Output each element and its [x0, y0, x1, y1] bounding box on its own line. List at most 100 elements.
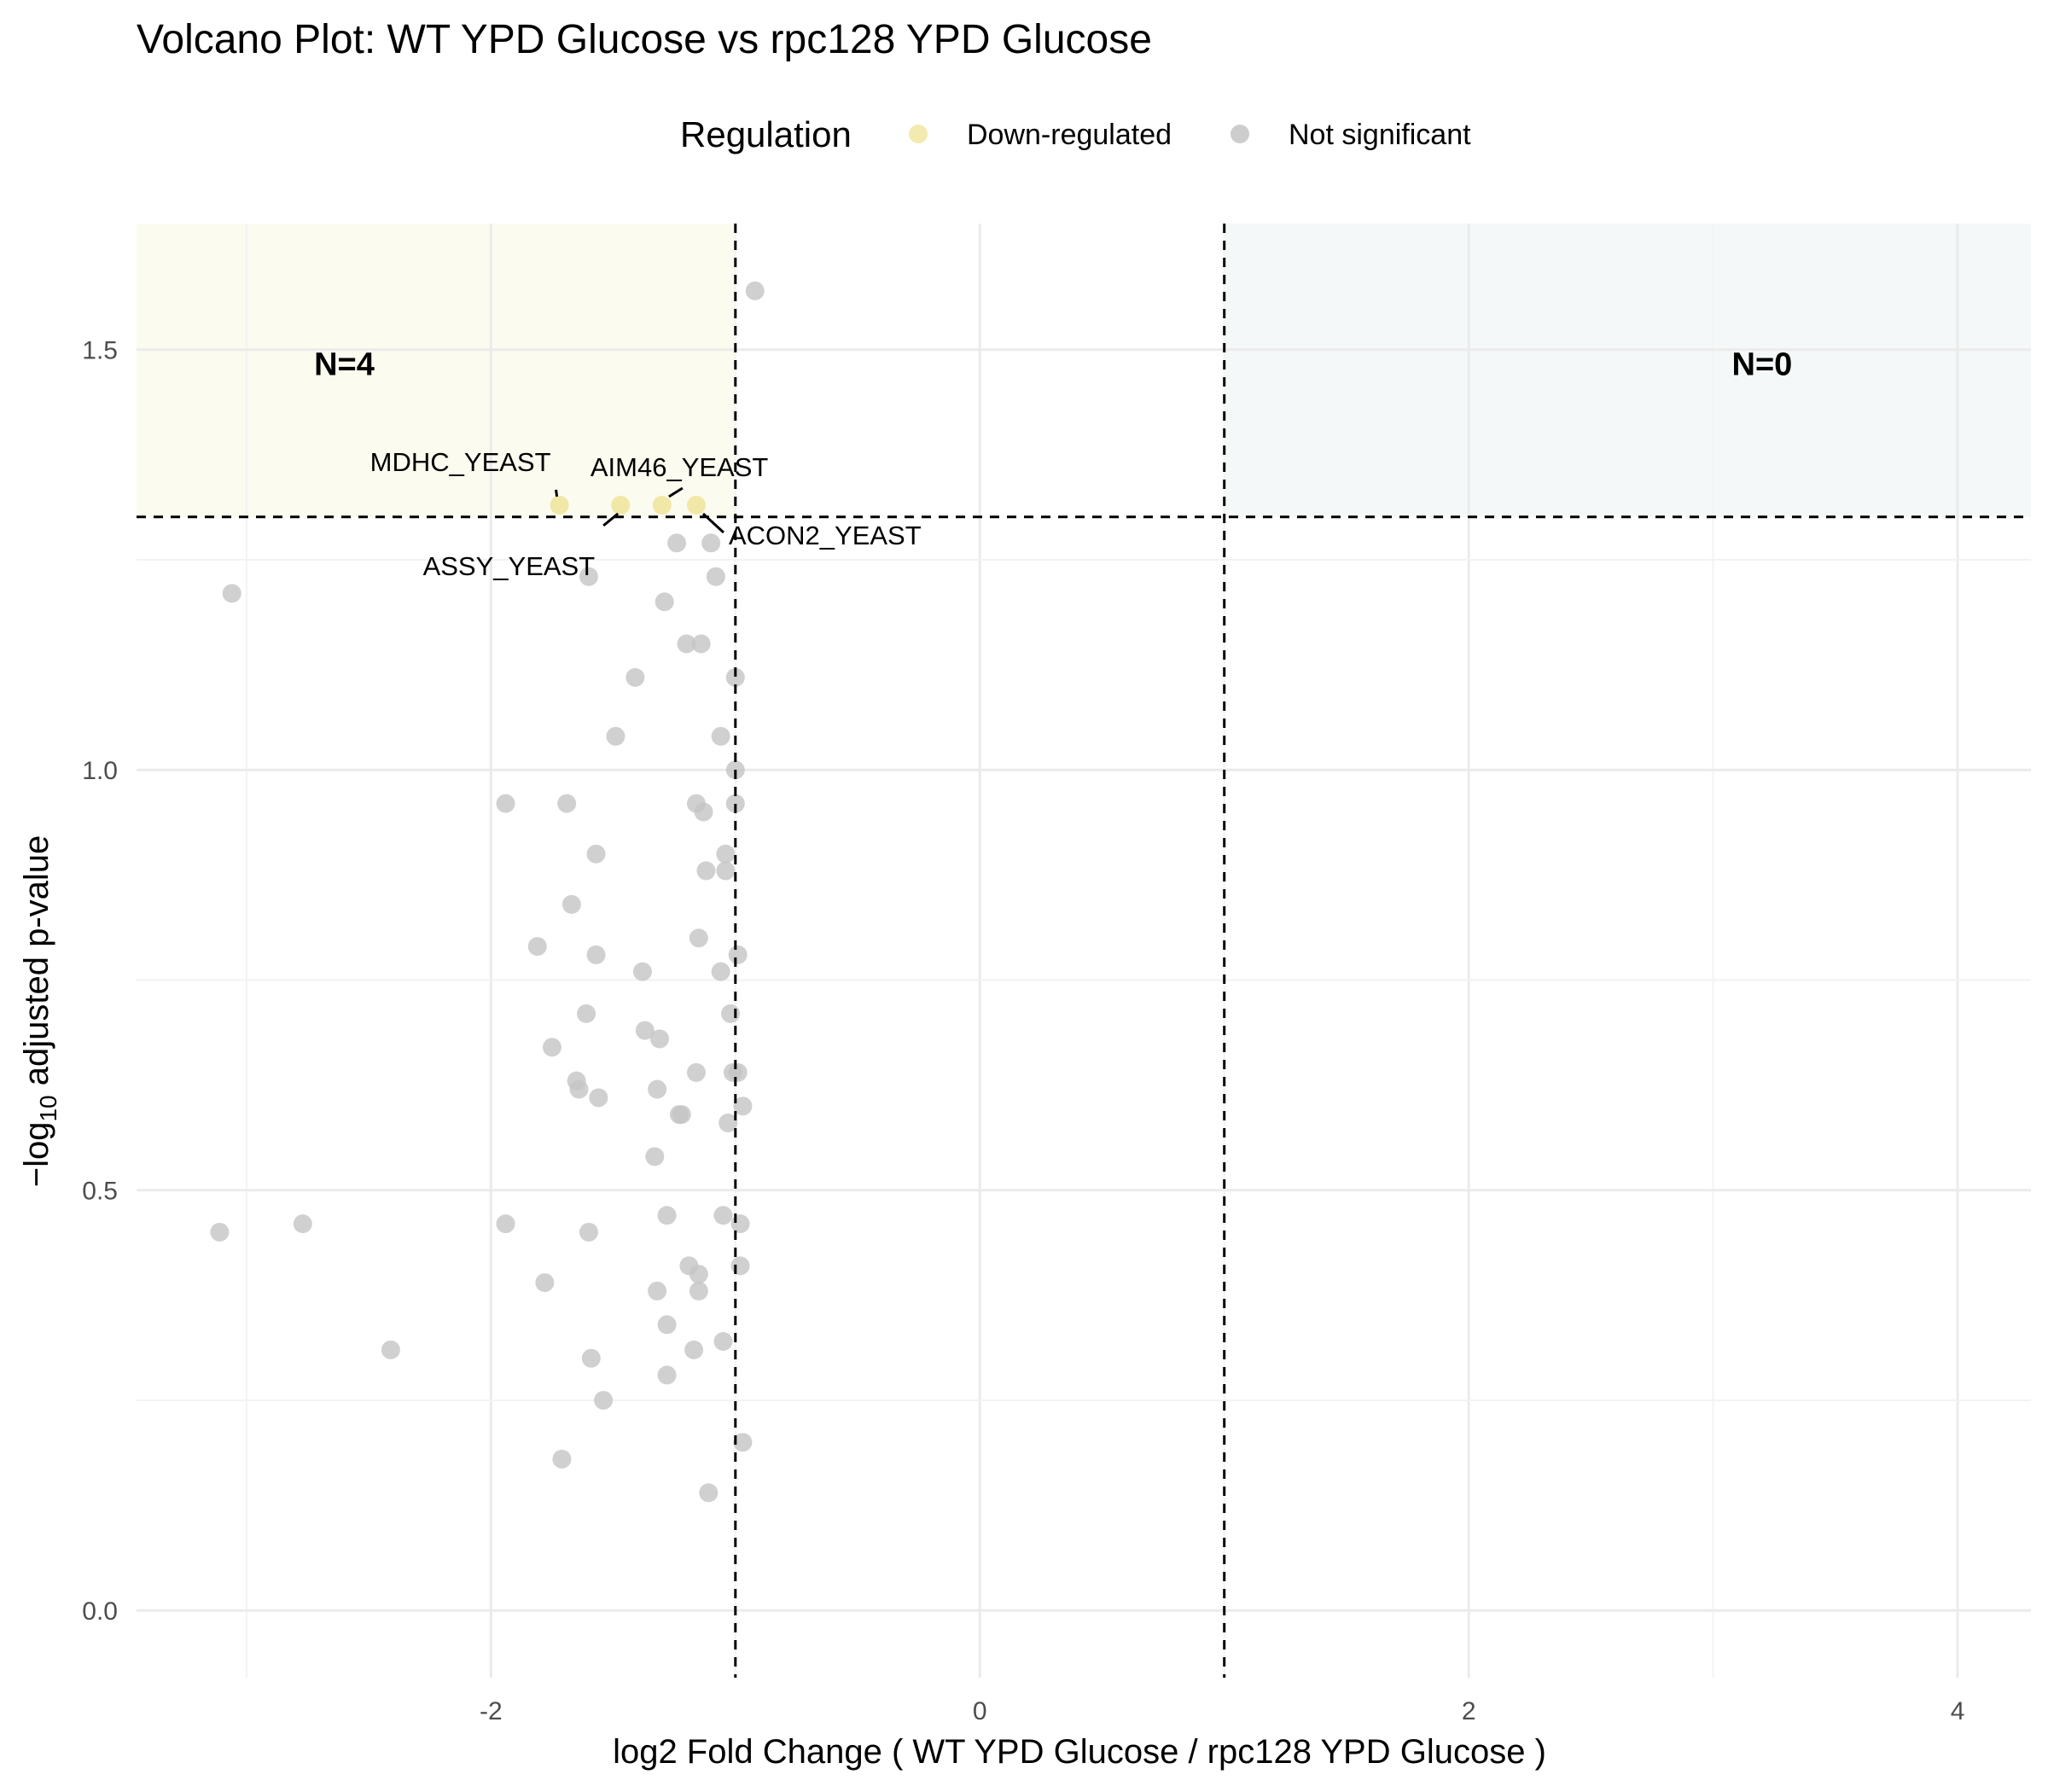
data-point-not-significant [730, 1256, 750, 1276]
data-point-not-significant [725, 667, 745, 687]
data-point-not-significant [527, 937, 547, 957]
data-point-not-significant [719, 1113, 738, 1132]
data-point-not-significant [691, 634, 711, 654]
y-axis-ticks: 0.0 0.5 1.0 1.5 [82, 337, 118, 1626]
y-tick-label: 1.5 [82, 337, 118, 365]
data-point-not-significant [716, 861, 736, 881]
data-point-not-significant [667, 533, 687, 553]
data-point-not-significant [657, 1206, 677, 1225]
data-point-not-significant [569, 1079, 589, 1099]
data-point-not-significant [730, 1214, 750, 1234]
data-point-not-significant [706, 567, 725, 586]
data-point-not-significant [655, 592, 674, 612]
x-axis-ticks: -2 0 2 4 [480, 1697, 1964, 1725]
data-point-not-significant [694, 802, 713, 822]
data-point-not-significant [625, 667, 645, 687]
data-point-not-significant [686, 1062, 706, 1082]
data-point-not-significant [496, 1214, 515, 1234]
data-point-not-significant [557, 794, 577, 813]
data-point-not-significant [699, 1483, 719, 1503]
gene-label-leader [555, 489, 559, 497]
y-tick-label: 0.5 [82, 1178, 118, 1206]
data-point-not-significant [725, 794, 745, 813]
legend-swatch-not-significant [1231, 125, 1249, 143]
data-point-not-significant [632, 962, 652, 981]
legend-title: Regulation [680, 114, 852, 154]
down-regulated-region [137, 224, 736, 517]
legend-swatch-down-regulated [909, 125, 928, 143]
data-point-not-significant [672, 1105, 691, 1125]
data-point-not-significant [581, 1348, 601, 1368]
x-axis-title: log2 Fold Change ( WT YPD Glucose / rpc1… [613, 1733, 1546, 1771]
data-point-not-significant [561, 894, 581, 914]
data-point-not-significant [689, 928, 708, 948]
data-point-not-significant [721, 1004, 741, 1023]
data-point-not-significant [210, 1222, 230, 1242]
gene-label-leader [602, 512, 620, 527]
data-point-not-significant [635, 1021, 655, 1040]
data-point-not-significant [552, 1449, 572, 1469]
data-point-not-significant [657, 1365, 677, 1385]
data-point-not-significant [579, 1222, 598, 1242]
data-point-not-significant [689, 1265, 708, 1284]
y-axis-title-prefix: −log [18, 1122, 55, 1188]
x-tick-label: -2 [480, 1697, 503, 1725]
data-point-not-significant [606, 726, 625, 746]
data-point-not-significant [716, 844, 736, 864]
data-point-not-significant [579, 567, 598, 586]
gene-label: MDHC_YEAST [370, 447, 551, 477]
data-point-not-significant [684, 1340, 704, 1359]
gene-labels: MDHC_YEAST ASSY_YEAST AIM46_YEAST ACON2_YEA… [370, 447, 922, 581]
gene-label: AIM46_YEAST [591, 452, 769, 482]
legend-label-down-regulated: Down-regulated [967, 119, 1172, 151]
data-point-not-significant [222, 584, 241, 603]
data-point-not-significant [677, 634, 696, 654]
data-point-not-significant [496, 794, 515, 813]
data-point-not-significant [589, 1088, 608, 1108]
data-point-not-significant [713, 1206, 733, 1225]
data-point-not-significant [577, 1004, 596, 1023]
legend: Regulation Down-regulated Not significan… [680, 114, 1471, 154]
region-count-label: N=0 [1732, 346, 1793, 382]
y-tick-label: 0.0 [82, 1597, 118, 1626]
data-point-not-significant [711, 726, 730, 746]
data-point-not-significant [696, 861, 716, 881]
data-point-not-significant [381, 1340, 400, 1359]
data-point-down-regulated [611, 495, 631, 515]
up-regulated-region [1224, 224, 2031, 517]
gene-label-leader [701, 512, 724, 534]
region-counts: N=4 N=0 [314, 346, 1792, 382]
data-point-not-significant [535, 1273, 555, 1293]
data-point-not-significant [689, 1281, 708, 1300]
data-point-down-regulated [652, 495, 672, 515]
data-point-down-regulated [686, 495, 706, 515]
data-point-not-significant [648, 1079, 667, 1099]
data-point-not-significant [586, 844, 606, 864]
legend-label-not-significant: Not significant [1289, 119, 1471, 151]
region-count-label: N=4 [314, 346, 375, 382]
data-point-not-significant [728, 1062, 748, 1082]
gene-label-leader [668, 486, 684, 498]
y-axis-title-suffix: adjusted p-value [18, 835, 55, 1096]
data-point-not-significant [293, 1214, 312, 1234]
chart-title: Volcano Plot: WT YPD Glucose vs rpc128 Y… [137, 17, 1152, 62]
y-axis-title-subscript: 10 [35, 1095, 61, 1121]
data-point-not-significant [733, 1097, 753, 1116]
data-point-not-significant [542, 1038, 561, 1057]
data-point-not-significant [733, 1433, 753, 1452]
gene-label: ACON2_YEAST [729, 521, 922, 550]
x-tick-label: 0 [973, 1697, 987, 1725]
data-point-not-significant [586, 945, 606, 964]
plot-panel: N=4 N=0 MDHC_YEAST ASSY_YEAST AIM46_YEAST AC… [137, 224, 2031, 1678]
x-tick-label: 4 [1951, 1697, 1965, 1725]
data-point-not-significant [728, 945, 748, 964]
data-point-not-significant [745, 281, 765, 300]
gene-label: ASSY_YEAST [423, 551, 596, 581]
data-point-not-significant [650, 1029, 670, 1049]
data-point-not-significant [645, 1147, 665, 1167]
data-point-down-regulated [550, 495, 569, 515]
data-point-not-significant [594, 1390, 614, 1410]
data-point-not-significant [648, 1281, 667, 1300]
y-axis-title: −log10 adjusted p-value [18, 835, 61, 1188]
data-point-not-significant [701, 533, 721, 553]
